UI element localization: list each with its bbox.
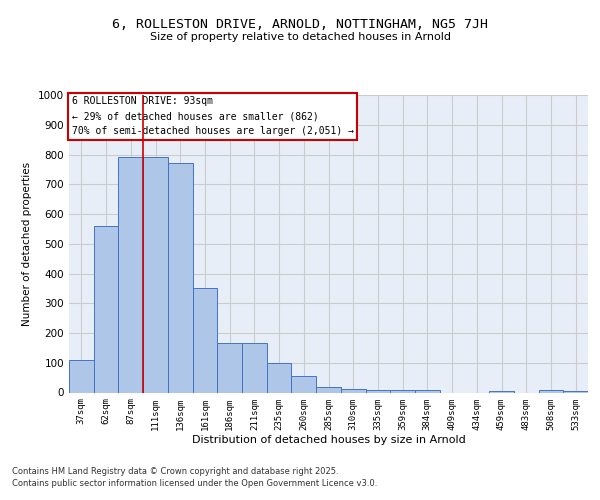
Bar <box>316 387 341 392</box>
Bar <box>415 390 440 392</box>
Text: Contains public sector information licensed under the Open Government Licence v3: Contains public sector information licen… <box>12 478 377 488</box>
Bar <box>390 390 415 392</box>
Bar <box>242 344 267 392</box>
Text: 6 ROLLESTON DRIVE: 93sqm
← 29% of detached houses are smaller (862)
70% of semi-: 6 ROLLESTON DRIVE: 93sqm ← 29% of detach… <box>71 96 353 136</box>
Bar <box>365 390 390 392</box>
Text: Contains HM Land Registry data © Crown copyright and database right 2025.: Contains HM Land Registry data © Crown c… <box>12 467 338 476</box>
Text: 6, ROLLESTON DRIVE, ARNOLD, NOTTINGHAM, NG5 7JH: 6, ROLLESTON DRIVE, ARNOLD, NOTTINGHAM, … <box>112 18 488 30</box>
Bar <box>168 164 193 392</box>
Bar <box>118 158 143 392</box>
Bar <box>94 226 118 392</box>
Text: Size of property relative to detached houses in Arnold: Size of property relative to detached ho… <box>149 32 451 42</box>
Bar <box>193 288 217 393</box>
Bar <box>489 391 514 392</box>
Bar <box>143 158 168 392</box>
Y-axis label: Number of detached properties: Number of detached properties <box>22 162 32 326</box>
Bar <box>267 364 292 392</box>
Bar <box>539 390 563 392</box>
Bar <box>217 344 242 392</box>
X-axis label: Distribution of detached houses by size in Arnold: Distribution of detached houses by size … <box>191 435 466 445</box>
Bar <box>292 376 316 392</box>
Bar <box>563 391 588 392</box>
Bar <box>341 388 365 392</box>
Bar <box>69 360 94 392</box>
